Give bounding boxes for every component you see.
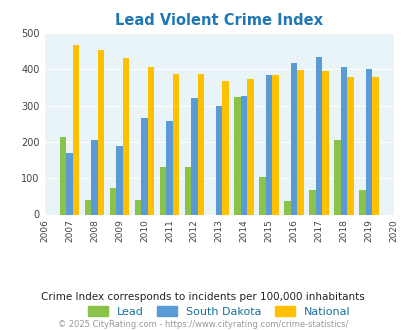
Bar xyxy=(141,118,147,214)
Bar xyxy=(116,146,122,214)
Bar xyxy=(159,167,166,214)
Text: Crime Index corresponds to incidents per 100,000 inhabitants: Crime Index corresponds to incidents per… xyxy=(41,292,364,302)
Bar xyxy=(371,77,378,214)
Bar xyxy=(309,190,315,214)
Bar xyxy=(122,58,129,214)
Bar xyxy=(265,75,272,215)
Bar xyxy=(66,153,72,215)
Bar xyxy=(166,121,172,214)
Bar xyxy=(340,68,346,214)
Bar xyxy=(60,137,66,214)
Bar xyxy=(284,201,290,214)
Bar xyxy=(346,77,353,214)
Bar xyxy=(234,97,240,214)
Bar xyxy=(197,74,204,214)
Bar xyxy=(315,57,322,214)
Bar xyxy=(147,67,154,214)
Bar xyxy=(247,80,253,214)
Bar xyxy=(72,45,79,214)
Bar xyxy=(322,72,328,214)
Text: © 2025 CityRating.com - https://www.cityrating.com/crime-statistics/: © 2025 CityRating.com - https://www.city… xyxy=(58,320,347,329)
Bar xyxy=(365,69,371,214)
Bar xyxy=(184,167,191,214)
Bar xyxy=(191,98,197,214)
Bar xyxy=(259,178,265,214)
Bar xyxy=(222,81,228,214)
Bar xyxy=(358,190,365,214)
Bar xyxy=(134,200,141,214)
Bar xyxy=(109,188,116,214)
Bar xyxy=(272,76,278,214)
Title: Lead Violent Crime Index: Lead Violent Crime Index xyxy=(115,13,322,28)
Bar xyxy=(215,106,222,214)
Bar xyxy=(91,141,98,214)
Bar xyxy=(333,141,340,214)
Bar xyxy=(296,70,303,214)
Bar xyxy=(98,50,104,214)
Bar xyxy=(85,200,91,214)
Bar xyxy=(290,63,296,214)
Bar xyxy=(172,74,179,214)
Bar xyxy=(240,96,247,214)
Legend: Lead, South Dakota, National: Lead, South Dakota, National xyxy=(83,302,354,321)
